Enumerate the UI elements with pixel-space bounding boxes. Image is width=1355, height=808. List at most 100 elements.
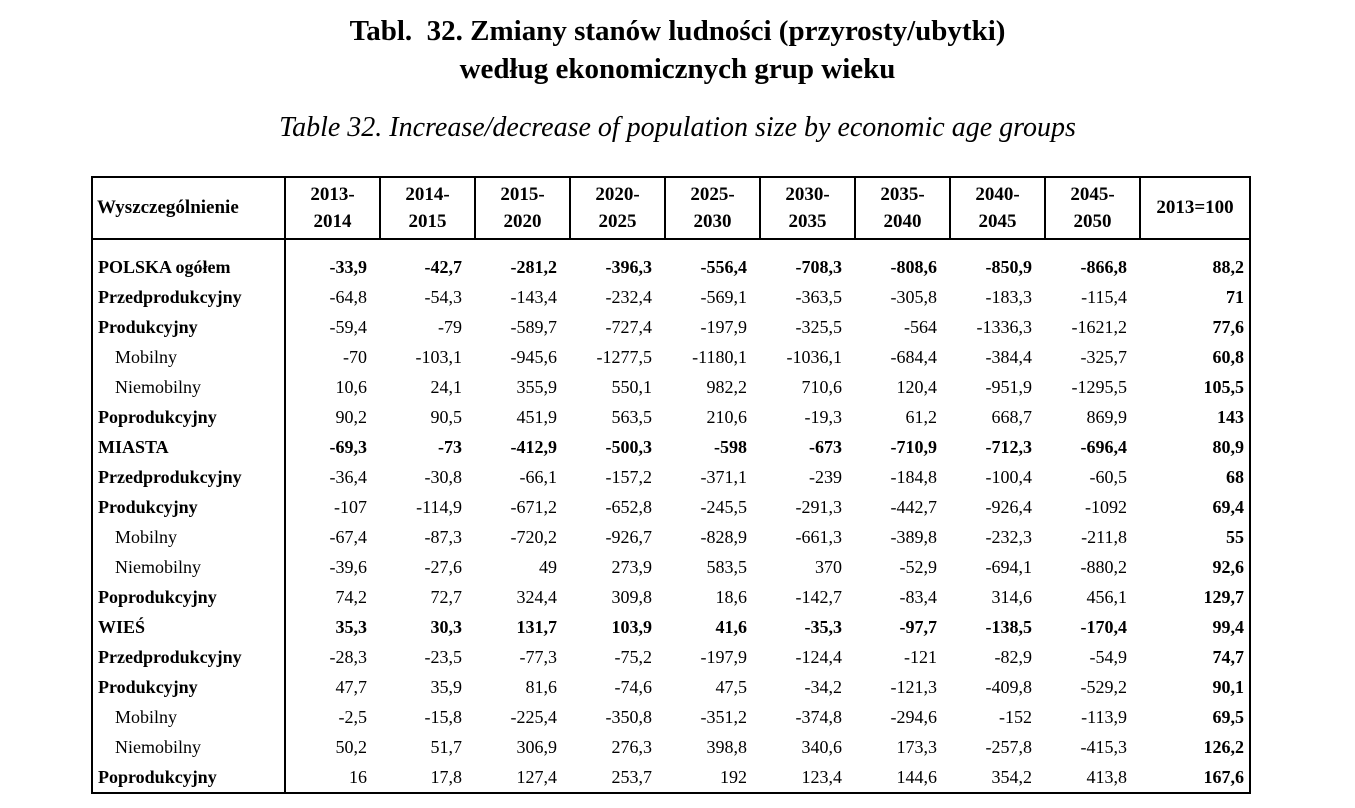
value-cell: -115,4 (1081, 286, 1127, 307)
value-cell: -569,1 (700, 286, 748, 307)
value-cell: 451,9 (516, 406, 558, 427)
value-cell: -384,4 (985, 346, 1033, 367)
value-cell: -880,2 (1080, 556, 1128, 577)
value-cell: -1277,5 (596, 346, 653, 367)
value-cell: -42,7 (424, 256, 463, 277)
value-cell: -412,9 (510, 436, 558, 457)
value-cell: -325,7 (1080, 346, 1128, 367)
table-row: Produkcyjny -107 -114,9 -671,2 -652,8 -245,5 -… (92, 492, 1250, 522)
table-row: Przedprodukcyjny -64,8 -54,3 -143,4 -232,4 -5… (92, 282, 1250, 312)
value-cell: -75,2 (614, 646, 653, 667)
value-cell: -294,6 (890, 706, 938, 727)
value-cell: 72,7 (430, 586, 463, 607)
value-cell: -671,2 (510, 496, 558, 517)
row-label: WIEŚ (92, 612, 286, 642)
value-cell: -720,2 (510, 526, 558, 547)
value-cell: 123,4 (801, 766, 843, 787)
index-2013-cell: 71 (1226, 286, 1244, 307)
period-column-header-7: 2040- 2045 (949, 176, 1046, 240)
table-row: Niemobilny -39,6 -27,6 49 273,9 583,5 370 -52,9… (92, 552, 1250, 582)
table-row: Niemobilny 10,6 24,1 355,9 550,1 982,2 710,6 12… (92, 372, 1250, 402)
row-label: Produkcyjny (92, 492, 286, 522)
period-start-year: 2015- (500, 184, 545, 205)
value-cell: -19,3 (804, 406, 843, 427)
value-cell: 314,6 (991, 586, 1033, 607)
value-cell: 61,2 (905, 406, 938, 427)
value-cell: -564 (904, 316, 937, 337)
value-cell: -598 (714, 436, 747, 457)
value-cell: -866,8 (1080, 256, 1128, 277)
value-cell: 668,7 (991, 406, 1033, 427)
row-label: Produkcyjny (92, 672, 286, 702)
index-2013-cell: 74,7 (1212, 646, 1245, 667)
table-row: Produkcyjny -59,4 -79 -589,7 -727,4 -197,9 -32… (92, 312, 1250, 342)
period-column-header-6: 2035- 2040 (854, 176, 951, 240)
value-cell: -225,4 (510, 706, 558, 727)
index-2013-cell: 143 (1217, 406, 1244, 427)
value-cell: 50,2 (335, 736, 368, 757)
value-cell: 306,9 (516, 736, 558, 757)
value-cell: 173,3 (896, 736, 938, 757)
value-cell: -712,3 (985, 436, 1033, 457)
value-cell: -828,9 (700, 526, 748, 547)
value-cell: -281,2 (510, 256, 558, 277)
value-cell: -291,3 (795, 496, 843, 517)
period-start-year: 2014- (405, 184, 450, 205)
value-cell: 355,9 (516, 376, 558, 397)
value-cell: -1092 (1085, 496, 1127, 517)
period-start-year: 2025- (690, 184, 735, 205)
value-cell: -100,4 (985, 466, 1033, 487)
value-cell: -500,3 (605, 436, 653, 457)
value-cell: -69,3 (329, 436, 368, 457)
value-cell: -652,8 (605, 496, 653, 517)
value-cell: 456,1 (1086, 586, 1128, 607)
value-cell: -442,7 (890, 496, 938, 517)
period-column-header-4: 2025- 2030 (664, 176, 761, 240)
value-cell: -107 (334, 496, 367, 517)
value-cell: -103,1 (415, 346, 463, 367)
period-start-year: 2040- (975, 184, 1020, 205)
value-cell: -184,8 (890, 466, 938, 487)
value-cell: 550,1 (611, 376, 653, 397)
value-cell: -15,8 (424, 706, 463, 727)
index-2013-cell: 88,2 (1212, 256, 1245, 277)
table-row: MIASTA -69,3 -73 -412,9 -500,3 -598 -673 -710,9… (92, 432, 1250, 462)
value-cell: 127,4 (516, 766, 558, 787)
value-cell: -1180,1 (692, 346, 747, 367)
index-2013-cell: 105,5 (1203, 376, 1245, 397)
period-column-header-1: 2014- 2015 (379, 176, 476, 240)
period-start-year: 2020- (595, 184, 640, 205)
row-label: Niemobilny (92, 372, 286, 402)
value-cell: 120,4 (896, 376, 938, 397)
value-cell: 192 (720, 766, 747, 787)
value-cell: -67,4 (329, 526, 368, 547)
value-cell: -197,9 (700, 316, 748, 337)
period-end-year: 2020 (503, 211, 542, 232)
value-cell: -325,5 (795, 316, 843, 337)
period-column-header-8: 2045- 2050 (1044, 176, 1141, 240)
period-start-year: 2035- (880, 184, 925, 205)
row-label: Mobilny (92, 702, 286, 732)
table-header: Wyszczególnienie 2013- 2014 2014- 2015 2015-… (91, 176, 1251, 240)
value-cell: -211,8 (1081, 526, 1127, 547)
table-title-line2: według ekonomicznych grup wieku (459, 53, 896, 85)
value-cell: -684,4 (890, 346, 938, 367)
period-end-year: 2040 (883, 211, 922, 232)
value-cell: -245,5 (700, 496, 748, 517)
value-cell: -97,7 (899, 616, 938, 637)
value-cell: -121 (904, 646, 937, 667)
value-cell: 370 (815, 556, 842, 577)
value-cell: -696,4 (1080, 436, 1128, 457)
value-cell: -363,5 (795, 286, 843, 307)
value-cell: 17,8 (430, 766, 463, 787)
value-cell: 16 (349, 766, 367, 787)
value-cell: -152 (999, 706, 1032, 727)
value-cell: -79 (438, 316, 462, 337)
period-column-header-3: 2020- 2025 (569, 176, 666, 240)
value-cell: -926,7 (605, 526, 653, 547)
period-column-header-2: 2015- 2020 (474, 176, 571, 240)
value-cell: 30,3 (430, 616, 463, 637)
value-cell: 869,9 (1086, 406, 1128, 427)
row-label: Poprodukcyjny (92, 762, 286, 793)
